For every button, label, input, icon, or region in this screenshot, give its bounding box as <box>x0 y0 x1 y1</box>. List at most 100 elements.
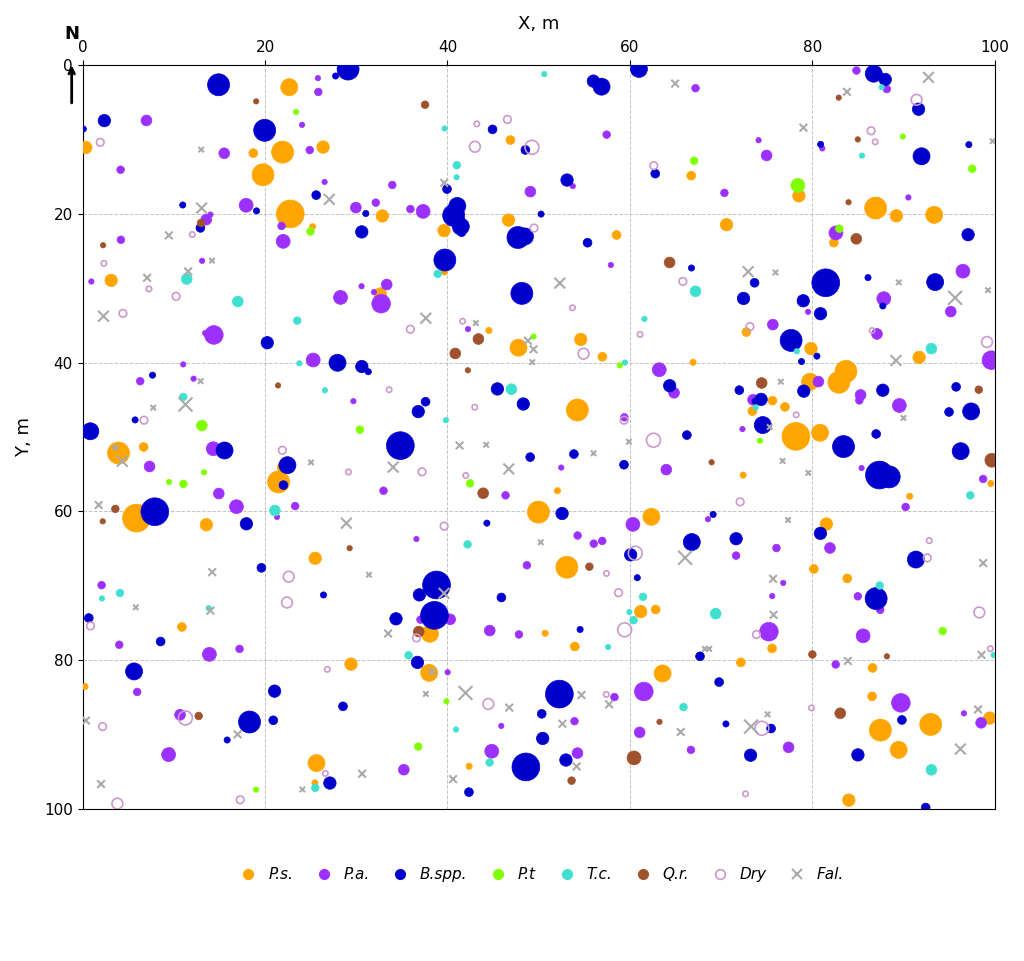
Point <box>534 706 550 722</box>
Point <box>83 274 99 289</box>
Point <box>855 628 871 644</box>
Point <box>274 144 291 160</box>
Point <box>144 367 161 382</box>
Point <box>982 710 998 726</box>
Point <box>622 604 638 620</box>
Point <box>75 121 91 136</box>
Point <box>796 383 812 399</box>
Legend: P.s., P.a., B.spp., P.t, T.c., Q.r., Dry, Fal.: P.s., P.a., B.spp., P.t, T.c., Q.r., Dry… <box>227 861 850 889</box>
Point <box>439 182 456 197</box>
Point <box>204 253 220 268</box>
Point <box>708 606 724 622</box>
Point <box>340 464 356 480</box>
Point <box>593 79 609 94</box>
Point <box>366 284 382 300</box>
Point <box>317 766 334 781</box>
Point <box>95 308 112 324</box>
Point <box>874 298 891 313</box>
Point <box>773 374 790 389</box>
Point <box>955 705 972 721</box>
Point <box>274 443 291 458</box>
Point <box>673 725 689 740</box>
Point <box>216 145 232 160</box>
Point <box>450 198 466 213</box>
Point <box>783 333 800 348</box>
Point <box>279 595 295 610</box>
Point <box>305 353 322 368</box>
Point <box>764 588 780 604</box>
Point <box>864 323 881 338</box>
Point <box>335 699 351 714</box>
Point <box>615 412 632 428</box>
Point <box>447 722 464 737</box>
Point <box>683 168 699 184</box>
Point <box>438 694 455 709</box>
Point <box>754 721 770 736</box>
Point <box>301 142 317 158</box>
Point <box>831 221 848 236</box>
Point <box>81 610 97 626</box>
Point <box>282 207 298 222</box>
Point <box>238 198 254 213</box>
Point <box>751 133 767 148</box>
Point <box>800 304 816 319</box>
Point <box>481 754 498 770</box>
Point <box>467 139 483 155</box>
Point <box>384 177 400 192</box>
Point <box>522 184 539 199</box>
Point <box>94 513 111 529</box>
Point <box>436 223 453 238</box>
Point <box>775 576 792 591</box>
Point <box>947 290 964 306</box>
Point <box>108 440 124 456</box>
Point <box>429 266 445 282</box>
Point <box>128 600 144 615</box>
Point <box>632 327 648 342</box>
Point <box>666 385 682 401</box>
Point <box>705 506 721 522</box>
Point <box>108 502 124 517</box>
Point <box>436 585 453 601</box>
Point <box>654 666 671 681</box>
Point <box>93 776 110 792</box>
Point <box>585 73 601 88</box>
Point <box>501 700 517 715</box>
Point <box>636 684 652 700</box>
Point <box>266 503 283 518</box>
Point <box>517 142 534 158</box>
Point <box>184 227 201 242</box>
Point <box>381 382 397 397</box>
Point <box>564 300 581 315</box>
Point <box>461 784 477 800</box>
Point <box>879 82 895 97</box>
Point <box>569 403 586 418</box>
Point <box>400 648 417 663</box>
Point <box>353 224 370 239</box>
Point <box>360 364 377 380</box>
Point <box>598 566 614 581</box>
Point <box>112 585 128 601</box>
Point <box>565 447 582 462</box>
Point <box>586 446 602 461</box>
Point <box>573 687 590 702</box>
Point <box>686 153 702 168</box>
Point <box>749 627 765 642</box>
Point <box>901 488 918 504</box>
Point <box>985 648 1001 663</box>
Point <box>113 162 129 178</box>
Point <box>201 647 217 662</box>
Point <box>193 220 209 235</box>
Point <box>975 471 991 486</box>
Point <box>467 400 483 415</box>
Point <box>322 776 338 791</box>
Point <box>483 744 500 759</box>
Point <box>921 69 937 85</box>
Point <box>248 93 264 109</box>
Point <box>253 560 269 576</box>
Point <box>141 458 158 474</box>
Point <box>316 174 333 189</box>
Point <box>426 607 442 623</box>
Point <box>552 276 568 291</box>
Point <box>281 569 297 584</box>
Point <box>353 358 370 374</box>
